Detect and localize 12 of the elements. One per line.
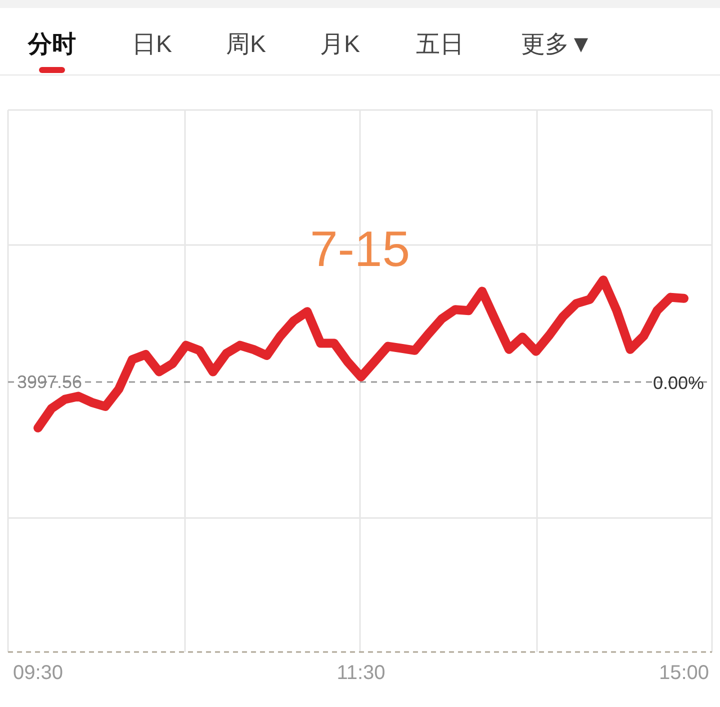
text: 周K (226, 31, 266, 58)
x-tick-label: 15:00 (658, 662, 710, 684)
text: 月K (320, 31, 360, 58)
x-tick-label: 11:30 (336, 662, 386, 684)
x-tick-label: 09:30 (12, 662, 64, 684)
annotation: 0.00% (652, 373, 704, 393)
annotation: 3997.56 (17, 372, 82, 392)
text: 更多▼ (521, 31, 593, 58)
text: 五日 (416, 31, 464, 58)
text: 日K (132, 31, 172, 58)
text: 分时 (27, 31, 76, 58)
chart-title: 7-15 (310, 221, 410, 277)
